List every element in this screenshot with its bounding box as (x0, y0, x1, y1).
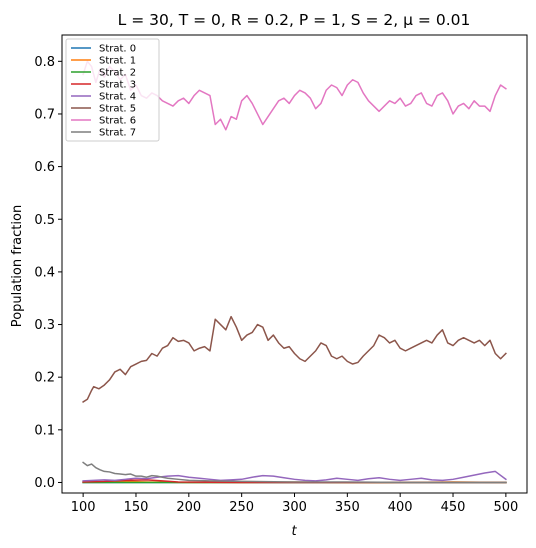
legend-label-strat-6: Strat. 6 (99, 116, 136, 127)
legend-label-strat-2: Strat. 2 (99, 68, 136, 79)
legend-label-strat-4: Strat. 4 (99, 92, 136, 103)
x-tick-label: 100 (71, 500, 96, 515)
y-tick-label: 0.8 (34, 55, 55, 70)
plot-area: 100 150 200 250 300 350 400 450 500 0.0 0.1 0.2 0.3 0… (34, 34, 528, 515)
y-tick-label: 0.5 (34, 213, 55, 228)
y-tick-label: 0.0 (34, 476, 55, 491)
y-tick-label: 0.6 (34, 160, 55, 175)
series-line-strat-5 (82, 315, 507, 403)
legend-label-strat-0: Strat. 0 (99, 44, 136, 55)
x-tick-label: 350 (335, 500, 360, 515)
x-tick-label: 500 (493, 500, 518, 515)
x-axis-label: t (291, 524, 297, 539)
legend-label-strat-5: Strat. 5 (99, 104, 136, 115)
x-tick-label: 150 (124, 500, 149, 515)
x-tick-label: 250 (229, 500, 254, 515)
x-tick-label: 300 (282, 500, 307, 515)
y-tick-label: 0.2 (34, 371, 55, 386)
chart-title: L = 30, T = 0, R = 0.2, P = 1, S = 2, μ … (118, 11, 471, 29)
y-tick-label: 0.1 (34, 423, 55, 438)
y-tick-label: 0.7 (34, 107, 55, 122)
legend-label-strat-1: Strat. 1 (99, 56, 136, 67)
legend-box (65, 38, 160, 142)
y-tick-label: 0.3 (34, 318, 55, 333)
x-tick-label: 450 (441, 500, 466, 515)
x-tick-label: 400 (388, 500, 413, 515)
series-line-strat-4 (82, 470, 507, 482)
legend-label-strat-3: Strat. 3 (99, 80, 136, 91)
y-axis-label: Population fraction (10, 205, 25, 327)
series-line-strat-7 (82, 461, 507, 484)
x-tick-label: 200 (176, 500, 201, 515)
legend-label-strat-7: Strat. 7 (99, 128, 136, 139)
series-lines (82, 60, 507, 484)
y-tick-label: 0.4 (34, 265, 55, 280)
